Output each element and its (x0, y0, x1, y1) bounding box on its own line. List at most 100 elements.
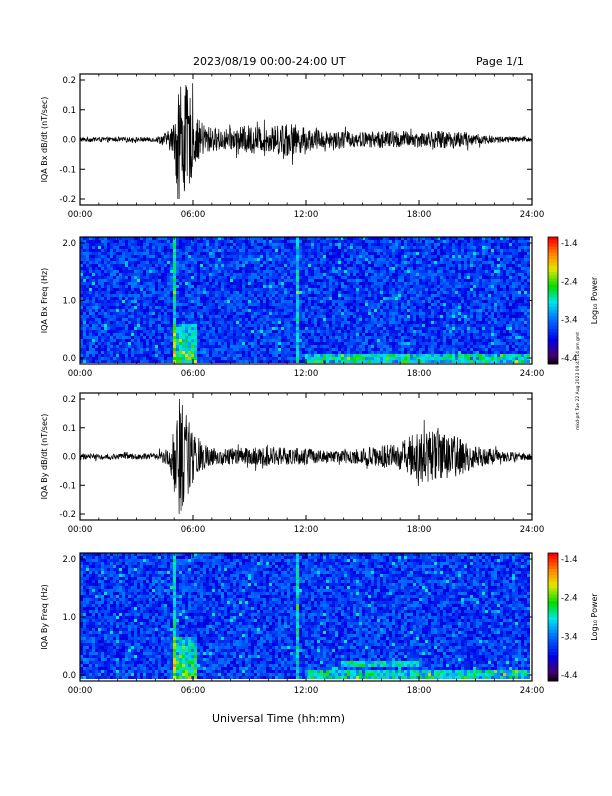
spectrogram-cell (317, 339, 320, 342)
spectrogram-cell (290, 345, 293, 348)
spectrogram-cell (338, 357, 341, 360)
spectrogram-cell (386, 273, 389, 276)
spectrogram-cell (212, 336, 215, 339)
spectrogram-cell (128, 294, 131, 297)
spectrogram-cell (146, 246, 149, 249)
spectrogram-cell (278, 243, 281, 246)
spectrogram-cell (242, 276, 245, 279)
spectrogram-cell (263, 309, 266, 312)
spectrogram-cell (341, 243, 344, 246)
spectrogram-cell (380, 258, 383, 261)
spectrogram-cell (152, 276, 155, 279)
spectrogram-cell (383, 330, 386, 333)
spectrogram-cell (317, 318, 320, 321)
spectrogram-cell (218, 276, 221, 279)
spectrogram-cell (188, 291, 191, 294)
spectrogram-cell (122, 348, 125, 351)
spectrogram-cell (164, 261, 167, 264)
spectrogram-cell (326, 267, 329, 270)
spectrogram-cell (107, 297, 110, 300)
spectrogram-cell (161, 246, 164, 249)
spectrogram-cell (131, 309, 134, 312)
spectrogram-cell (122, 309, 125, 312)
spectrogram-cell (260, 240, 263, 243)
spectrogram-cell (242, 330, 245, 333)
spectrogram-cell (263, 297, 266, 300)
spectrogram-cell (143, 348, 146, 351)
spectrogram-cell (386, 261, 389, 264)
spectrogram-cell (422, 252, 425, 255)
spectrogram-cell (311, 291, 314, 294)
spectrogram-cell (275, 315, 278, 318)
spectrogram-cell (260, 285, 263, 288)
spectrogram-cell (83, 294, 86, 297)
spectrogram-cell (161, 240, 164, 243)
spectrogram-cell (362, 240, 365, 243)
spectrogram-cell (335, 327, 338, 330)
spectrogram-cell (242, 243, 245, 246)
spectrogram-cell (392, 351, 395, 354)
spectrogram-cell (251, 360, 254, 363)
spectrogram-cell (116, 240, 119, 243)
spectrogram-cell (131, 282, 134, 285)
spectrogram-cell (398, 240, 401, 243)
spectrogram-cell (338, 342, 341, 345)
spectrogram-cell (197, 321, 200, 324)
spectrogram-cell (377, 312, 380, 315)
spectrogram-cell (227, 258, 230, 261)
spectrogram-cell (173, 264, 176, 267)
spectrogram-cell (362, 345, 365, 348)
spectrogram-cell (284, 357, 287, 360)
spectrogram-cell (95, 297, 98, 300)
spectrogram-cell (356, 312, 359, 315)
spectrogram-cell (125, 357, 128, 360)
spectrogram-cell (368, 309, 371, 312)
spectrogram-cell (422, 312, 425, 315)
spectrogram-cell (314, 327, 317, 330)
spectrogram-cell (173, 327, 176, 330)
spectrogram-cell (269, 315, 272, 318)
spectrogram-cell (419, 333, 422, 336)
spectrogram-cell (236, 255, 239, 258)
spectrogram-cell (161, 282, 164, 285)
spectrogram-cell (113, 336, 116, 339)
spectrogram-cell (347, 333, 350, 336)
spectrogram-cell (398, 276, 401, 279)
spectrogram-cell (242, 351, 245, 354)
spectrogram-cell (395, 321, 398, 324)
spectrogram-cell (311, 288, 314, 291)
spectrogram-cell (146, 282, 149, 285)
spectrogram-cell (197, 312, 200, 315)
spectrogram-cell (272, 333, 275, 336)
spectrogram-cell (155, 300, 158, 303)
spectrogram-cell (158, 240, 161, 243)
spectrogram-cell (407, 270, 410, 273)
spectrogram-cell (428, 318, 431, 321)
spectrogram-cell (416, 312, 419, 315)
spectrogram-cell (404, 294, 407, 297)
spectrogram-cell (239, 339, 242, 342)
spectrogram-cell (377, 294, 380, 297)
spectrogram-cell (164, 264, 167, 267)
spectrogram-cell (200, 282, 203, 285)
spectrogram-cell (131, 354, 134, 357)
spectrogram-cell (272, 342, 275, 345)
spectrogram-cell (131, 243, 134, 246)
spectrogram-cell (173, 306, 176, 309)
spectrogram-cell (194, 246, 197, 249)
spectrogram-cell (182, 318, 185, 321)
spectrogram-cell (170, 300, 173, 303)
spectrogram-cell (224, 261, 227, 264)
spectrogram-cell (401, 288, 404, 291)
spectrogram-cell (407, 312, 410, 315)
spectrogram-cell (329, 303, 332, 306)
spectrogram-cell (284, 255, 287, 258)
spectrogram-cell (218, 345, 221, 348)
spectrogram-cell (350, 243, 353, 246)
spectrogram-cell (200, 309, 203, 312)
spectrogram-cell (245, 306, 248, 309)
spectrogram-cell (428, 240, 431, 243)
spectrogram-cell (191, 279, 194, 282)
spectrogram-cell (167, 312, 170, 315)
spectrogram-cell (209, 285, 212, 288)
